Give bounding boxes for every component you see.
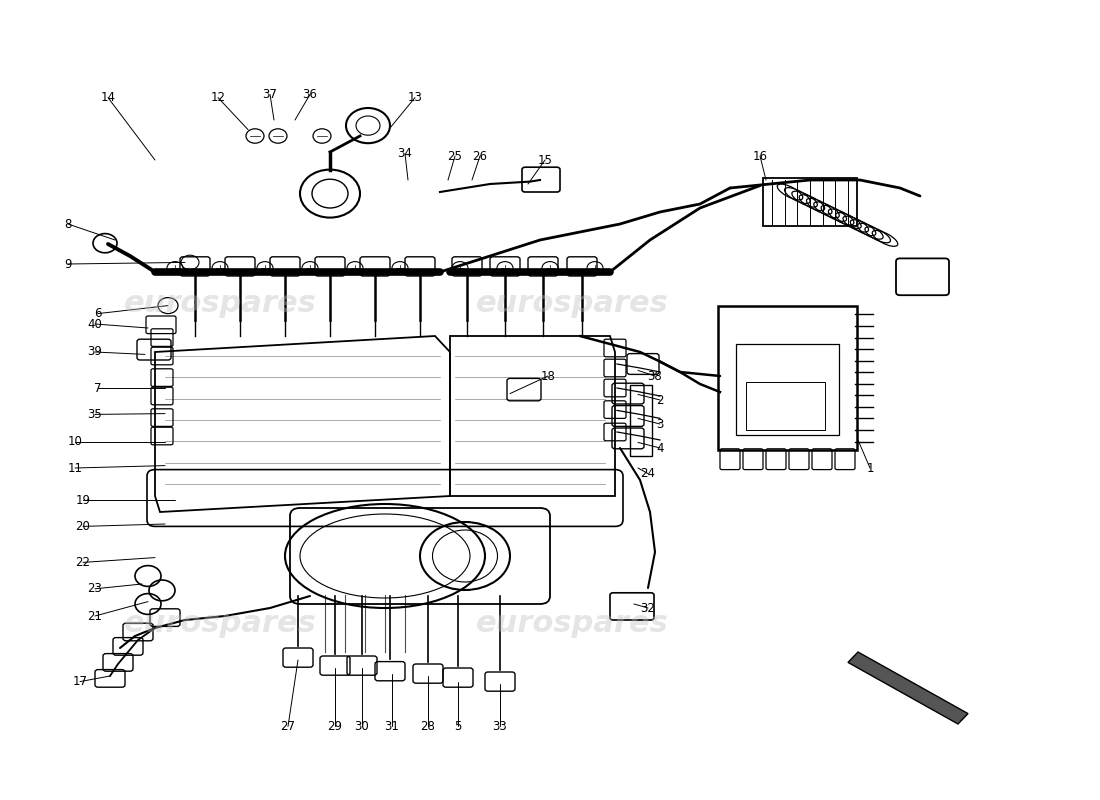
Text: 5: 5 [454,720,462,733]
Text: 16: 16 [752,150,768,162]
Text: 40: 40 [88,318,102,330]
Text: 1: 1 [867,462,873,474]
Text: 26: 26 [473,150,487,162]
Text: 13: 13 [408,91,422,104]
Text: 38: 38 [648,370,662,382]
Text: 24: 24 [640,467,656,480]
Text: 10: 10 [67,435,82,448]
Text: eurospares: eurospares [475,290,669,318]
Text: 15: 15 [538,154,552,166]
Text: 27: 27 [280,720,296,733]
Text: 20: 20 [76,520,90,533]
Polygon shape [848,652,968,724]
Text: 6: 6 [95,307,101,320]
Text: 21: 21 [88,610,102,622]
Text: eurospares: eurospares [123,610,317,638]
Text: 2: 2 [657,394,663,406]
Text: 31: 31 [385,720,399,733]
Text: 32: 32 [640,602,656,614]
Text: 12: 12 [210,91,225,104]
Text: 18: 18 [540,370,556,382]
Text: 34: 34 [397,147,412,160]
Text: 8: 8 [64,218,72,230]
Text: 11: 11 [67,462,82,474]
Text: 35: 35 [88,408,102,421]
Text: 28: 28 [420,720,436,733]
Text: 17: 17 [73,675,88,688]
Text: 33: 33 [493,720,507,733]
Text: 4: 4 [657,442,663,454]
Text: 39: 39 [88,346,102,358]
Text: 37: 37 [263,88,277,101]
Text: 23: 23 [88,582,102,595]
Text: 14: 14 [100,91,116,104]
Text: 7: 7 [95,382,101,394]
Text: eurospares: eurospares [475,610,669,638]
Text: 25: 25 [448,150,462,162]
Text: 3: 3 [657,418,663,430]
Text: 9: 9 [64,258,72,270]
Text: eurospares: eurospares [123,290,317,318]
Text: 29: 29 [328,720,342,733]
Text: 22: 22 [76,556,90,569]
Text: 30: 30 [354,720,370,733]
Text: 36: 36 [302,88,318,101]
Text: 19: 19 [76,494,90,506]
